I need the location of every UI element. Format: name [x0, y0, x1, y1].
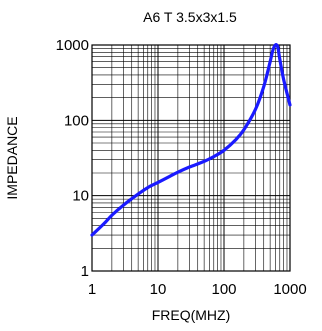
y-axis-label: IMPEDANCE: [4, 116, 20, 199]
x-tick-labels: 1 10 100 1000: [88, 281, 307, 298]
y-tick-labels: 1 10 100 1000: [56, 37, 89, 280]
plot-frame: [91, 44, 291, 272]
x-tick-label: 10: [150, 281, 167, 298]
x-axis-label: FREQ(MHZ): [152, 307, 231, 323]
y-tick-label: 1000: [56, 37, 89, 54]
grid-lines: [92, 45, 290, 271]
x-tick-label: 100: [211, 281, 236, 298]
y-tick-label: 1: [81, 263, 89, 280]
series-layer: [90, 43, 292, 237]
x-tick-label: 1000: [273, 281, 306, 298]
y-tick-label: 100: [64, 112, 89, 129]
impedance-curve: [90, 43, 292, 237]
plot-area: [92, 45, 290, 271]
chart-title: A6 T 3.5x3x1.5: [143, 9, 237, 25]
x-tick-label: 1: [88, 281, 96, 298]
y-tick-label: 10: [72, 188, 89, 205]
